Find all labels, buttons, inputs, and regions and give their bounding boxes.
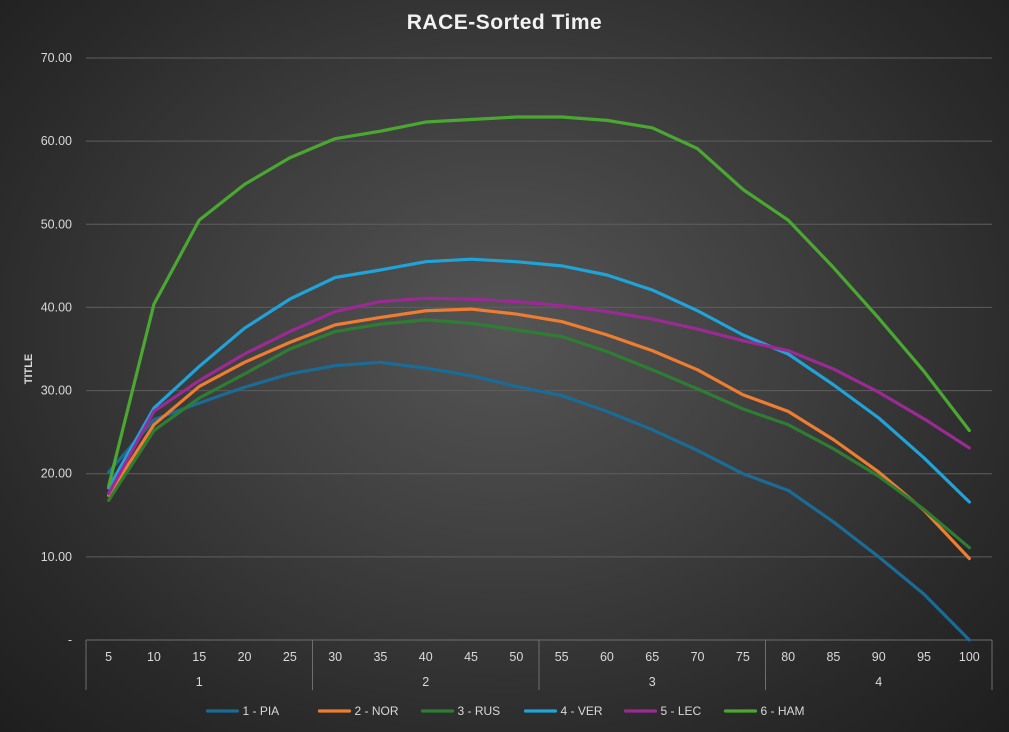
legend-label: 2 - NOR [355,704,399,718]
x-tick-label: 30 [328,650,342,664]
x-tick-label: 20 [238,650,252,664]
chart-title: RACE-Sorted Time [406,11,603,34]
x-tick-label: 80 [781,650,795,664]
x-tick-label: 25 [283,650,297,664]
x-tick-label: 90 [872,650,886,664]
x-tick-label: 40 [419,650,433,664]
axes: - 10.00 20.00 30.00 40.00 50.00 60.00 70.00 1 2 3 4… [23,51,993,690]
series-lines [107,115,971,642]
legend-label: 6 - HAM [761,704,805,718]
group-label: 4 [875,675,882,689]
series-line-4 [107,257,971,504]
x-tick-label: 5 [105,650,112,664]
x-tick-label: 65 [645,650,659,664]
series-line-6 [107,115,971,488]
series-line-3 [107,318,971,550]
series-line-1 [107,360,971,642]
x-tick-label: 85 [826,650,840,664]
gridlines [86,57,992,558]
x-tick-label: 50 [509,650,523,664]
x-tick-label: 70 [691,650,705,664]
x-tick-label: 95 [917,650,931,664]
series-line-2 [107,307,971,561]
group-label: 2 [422,675,429,689]
y-tick-label: 70.00 [41,51,72,65]
y-tick-label: - [68,633,72,647]
legend-label: 1 - PIA [243,704,280,718]
x-tick-label: 100 [959,650,980,664]
x-tick-label: 75 [736,650,750,664]
series-line-5 [107,296,971,496]
y-tick-label: 40.00 [41,300,72,314]
y-tick-label: 60.00 [41,134,72,148]
legend: 1 - PIA 2 - NOR 3 - RUS 4 - VER 5 - LEC 6 - H… [205,704,805,718]
legend-label: 3 - RUS [458,704,501,718]
x-tick-label: 55 [555,650,569,664]
x-tick-label: 10 [147,650,161,664]
y-axis-label: TITLE [23,354,35,385]
legend-label: 4 - VER [561,704,603,718]
y-tick-label: 10.00 [41,550,72,564]
x-tick-label: 60 [600,650,614,664]
y-tick-label: 50.00 [41,217,72,231]
y-tick-label: 20.00 [41,467,72,481]
x-tick-label: 45 [464,650,478,664]
legend-label: 5 - LEC [661,704,702,718]
y-tick-label: 30.00 [41,384,72,398]
x-tick-label: 35 [373,650,387,664]
x-tick-label: 15 [192,650,206,664]
group-label: 1 [196,675,203,689]
group-label: 3 [649,675,656,689]
